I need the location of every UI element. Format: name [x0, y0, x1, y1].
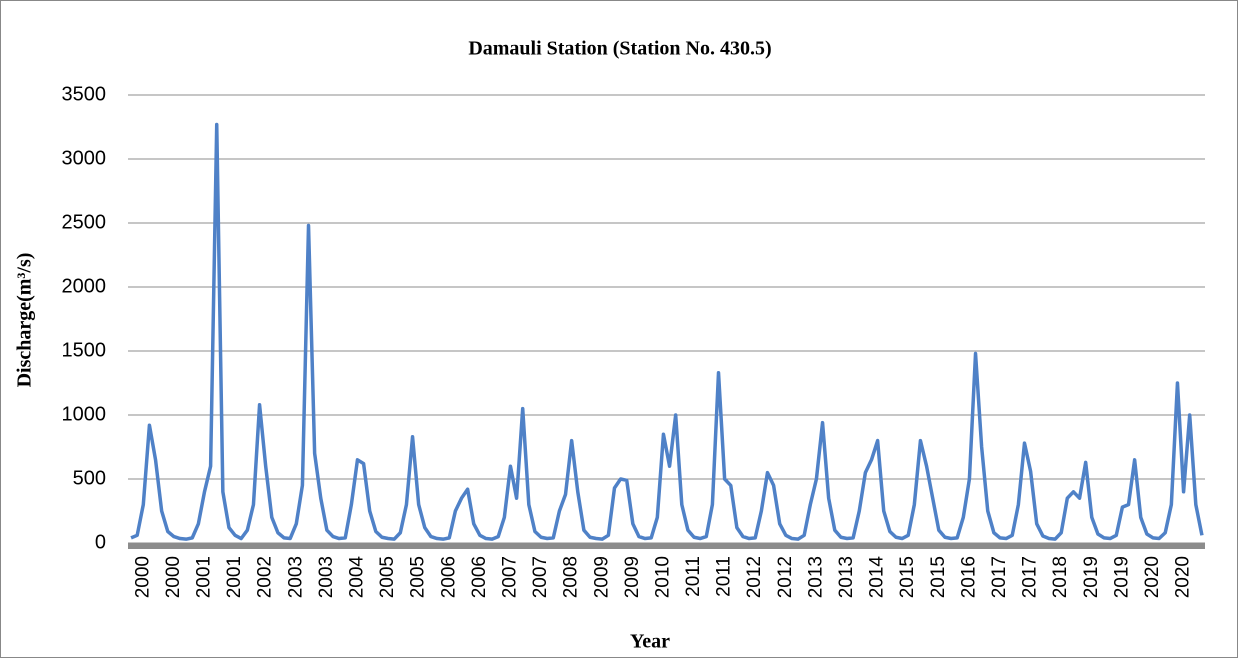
x-tick-label: 2006 [469, 556, 490, 598]
y-tick-label: 3000 [62, 147, 107, 169]
y-tick-label: 500 [73, 467, 106, 489]
y-axis-title: Discharge(m³/s) [14, 253, 36, 388]
data-line [130, 122, 1204, 541]
x-tick-label: 2019 [1111, 556, 1132, 598]
x-tick-label: 2006 [438, 556, 459, 598]
x-tick-label: 2011 [683, 556, 704, 597]
x-tick-label: 2017 [989, 556, 1010, 598]
y-tick-label: 3500 [62, 83, 107, 105]
x-tick-label: 2003 [316, 556, 337, 598]
x-axis-title: Year [630, 631, 670, 653]
x-tick-label: 2012 [744, 556, 765, 598]
x-tick-label: 2020 [1173, 556, 1194, 598]
y-tick-label: 0 [95, 531, 106, 553]
x-tick-label: 2005 [377, 556, 398, 598]
y-tick-label: 1500 [62, 339, 107, 361]
x-tick-label: 2013 [836, 556, 857, 598]
x-tick-label: 2007 [530, 556, 551, 598]
x-tick-label: 2018 [1050, 556, 1071, 598]
x-tick-label: 2000 [132, 556, 153, 598]
x-tick-label: 2016 [958, 556, 979, 598]
x-tick-label: 2019 [1081, 556, 1102, 598]
x-tick-label: 2002 [255, 556, 276, 598]
x-tick-label: 2007 [499, 556, 520, 598]
x-tick-label: 2003 [285, 556, 306, 598]
x-tick-label: 2015 [897, 556, 918, 598]
y-tick-label: 1000 [62, 403, 107, 425]
x-tick-label: 2012 [775, 556, 796, 598]
x-tick-label: 2005 [408, 556, 429, 598]
x-tick-label: 2014 [867, 556, 888, 599]
x-tick-label: 2004 [346, 556, 367, 599]
x-tick-label: 2011 [714, 556, 735, 597]
chart-title: Damauli Station (Station No. 430.5) [468, 38, 771, 60]
x-tick-label: 2000 [163, 556, 184, 598]
x-tick-label: 2013 [805, 556, 826, 598]
x-tick-label: 2010 [652, 556, 673, 598]
x-axis-band [128, 543, 1205, 549]
y-tick-label: 2500 [62, 211, 107, 233]
x-tick-label: 2015 [928, 556, 949, 598]
x-tick-label: 2020 [1142, 556, 1163, 598]
x-tick-label: 2017 [1020, 556, 1041, 598]
x-tick-label: 2008 [561, 556, 582, 598]
x-tick-label: 2009 [591, 556, 612, 598]
x-tick-label: 2009 [622, 556, 643, 598]
y-tick-label: 2000 [62, 275, 107, 297]
x-tick-label: 2001 [194, 556, 215, 598]
x-tick-label: 2001 [224, 556, 245, 598]
